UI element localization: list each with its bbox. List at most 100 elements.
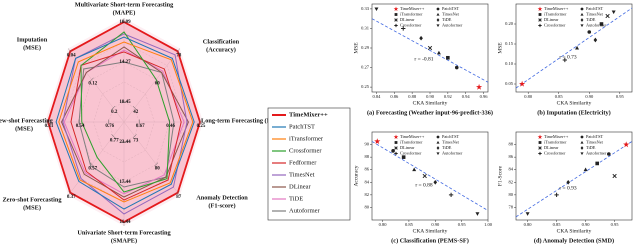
- axis-label: (F1-score): [208, 202, 235, 209]
- point: [401, 26, 406, 31]
- radar-area: [48, 22, 200, 222]
- y-axis-label: F1-Score: [497, 165, 503, 186]
- legend-marker: [436, 18, 440, 22]
- legend-label: Crossformer: [400, 22, 422, 27]
- trendline: [515, 141, 633, 218]
- x-tick-label: 0.95: [458, 222, 467, 227]
- axis-label: (MSE): [23, 204, 41, 211]
- legend-marker: [394, 23, 398, 28]
- y-axis-label: MSE: [353, 42, 359, 54]
- legend-marker: [538, 146, 542, 150]
- legend-label: PatchTST: [586, 6, 604, 11]
- y-tick-label: 0.29: [361, 45, 370, 50]
- x-tick-label: 0.92: [444, 94, 452, 99]
- point: [427, 45, 433, 51]
- legend-label: Autoformer: [289, 207, 321, 214]
- legend-marker: [537, 134, 543, 140]
- y-tick-label: 0.27: [361, 65, 370, 70]
- point: [454, 65, 459, 70]
- tick-mark: [68, 49, 73, 54]
- legend-marker: [538, 141, 542, 144]
- y-tick-label: 88: [509, 142, 514, 147]
- x-tick-label: 0.85: [553, 222, 562, 227]
- axis-label: Anomaly Detection: [196, 194, 248, 201]
- legend-label: iTransformer: [400, 11, 423, 16]
- trendline: [371, 18, 489, 83]
- legend-label: DLinear: [400, 17, 415, 22]
- tick-label: 0.2: [111, 110, 118, 115]
- legend-marker: [538, 151, 542, 156]
- legend-marker: [436, 140, 440, 144]
- panel-title: (d) Anomaly Detection (SMD): [534, 237, 614, 244]
- legend-label: Crossformer: [289, 147, 322, 154]
- tick-mark: [154, 77, 159, 82]
- y-axis-label: MSE: [497, 42, 503, 54]
- tick-label: 11.44: [120, 220, 131, 225]
- plot-frame: [515, 131, 633, 221]
- legend-marker: [436, 12, 440, 16]
- tick-label: 0.54: [76, 124, 85, 129]
- y-tick-label: 0.25: [361, 84, 370, 89]
- tick-mark: [175, 49, 180, 54]
- point: [607, 152, 611, 156]
- legend-marker: [580, 140, 584, 144]
- legend-label: TimeMixer++: [544, 134, 569, 139]
- point: [475, 212, 480, 216]
- legend-marker: [394, 146, 398, 150]
- tick-label: 42: [133, 110, 139, 115]
- y-tick-label: 86: [509, 154, 514, 159]
- legend-label: TiDE: [442, 17, 452, 22]
- x-tick-label: 0.88: [408, 94, 417, 99]
- point: [401, 155, 406, 159]
- point: [436, 50, 441, 55]
- point: [525, 212, 530, 216]
- legend-marker: [580, 12, 584, 16]
- tick-label: 0.57: [88, 167, 97, 172]
- x-tick-label: 1.00: [484, 222, 493, 227]
- y-tick-label: 80: [365, 204, 370, 209]
- annotation: r = -0.81: [414, 57, 433, 63]
- legend-label: Crossformer: [544, 22, 566, 27]
- x-tick-label: 0.80: [524, 222, 533, 227]
- legend-marker: [538, 18, 542, 22]
- x-tick-label: 0.85: [405, 222, 414, 227]
- radar-line: [55, 36, 195, 210]
- legend-label: Fedformer: [289, 159, 317, 166]
- x-tick-label: 0.90: [431, 222, 440, 227]
- legend-label: PatchTST: [442, 6, 460, 11]
- tick-label: 0.37: [67, 195, 76, 200]
- point: [599, 22, 604, 26]
- tick-mark: [68, 190, 73, 195]
- legend-marker: [394, 13, 398, 16]
- legend-label: DLinear: [544, 17, 559, 22]
- legend-label: DLinear: [544, 145, 559, 150]
- radar-line: [70, 51, 182, 201]
- x-tick-label: 0.90: [582, 222, 591, 227]
- trendline: [515, 7, 633, 89]
- tick-label: 17.44: [119, 180, 131, 185]
- point: [566, 179, 570, 185]
- tick-label: 0.25: [197, 124, 206, 129]
- legend-marker: [394, 151, 398, 156]
- legend-label: TimesNet: [442, 11, 460, 16]
- axis-label: Multivariate Short-term Forecasting: [75, 1, 174, 8]
- point: [448, 192, 454, 198]
- point: [374, 138, 381, 145]
- legend-marker: [580, 146, 584, 150]
- legend-label: iTransformer: [544, 11, 567, 16]
- legend-label: Crossformer: [544, 150, 566, 155]
- x-tick-label: 0.80: [524, 94, 533, 99]
- tick-label: 60: [155, 82, 161, 87]
- tick-mark: [89, 77, 94, 82]
- axis-label: Imputation: [17, 36, 48, 43]
- y-tick-label: 78: [509, 204, 514, 209]
- tick-label: 0.67: [136, 124, 145, 129]
- legend-marker: [538, 23, 542, 28]
- tick-label: 14.27: [119, 60, 131, 65]
- point: [583, 167, 588, 172]
- tick-label: 0.77: [110, 138, 119, 143]
- legend-marker: [538, 13, 542, 16]
- legend-label: DLinear: [400, 145, 415, 150]
- legend-label: Autoformer: [586, 150, 607, 155]
- x-tick-label: 0.95: [616, 94, 625, 99]
